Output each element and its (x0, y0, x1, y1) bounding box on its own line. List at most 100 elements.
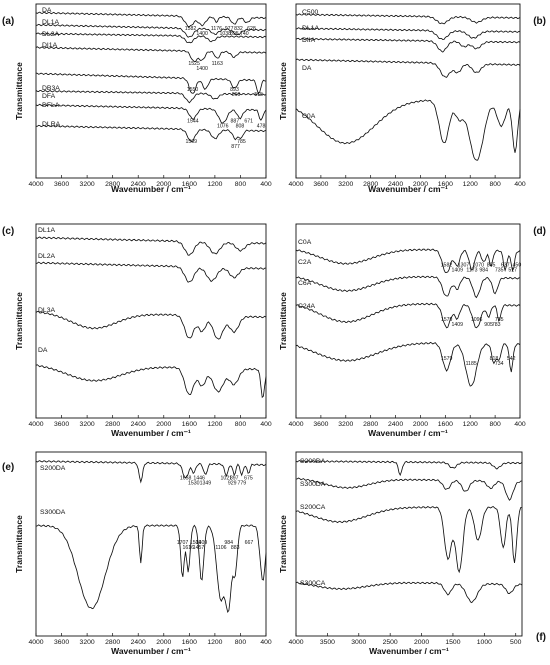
x-tick-label: 4000 (28, 181, 43, 188)
spectrum-trace (35, 311, 267, 340)
peak-label: 977 (225, 26, 234, 32)
x-tick-label: 3600 (54, 639, 69, 646)
series-label: S200DA (40, 465, 66, 472)
y-axis-title: Transmittance (14, 515, 24, 573)
peak-label: 735 (495, 317, 504, 323)
x-tick-label: 3600 (313, 181, 328, 188)
x-axis-title: Wavenumber / cm⁻¹ (368, 428, 448, 438)
x-tick-label: 400 (260, 421, 272, 428)
x-axis-title: Wavenumber / cm⁻¹ (111, 428, 191, 438)
spectrum-trace (35, 364, 267, 399)
spectrum-trace (295, 460, 523, 477)
peak-label: 1307 (458, 263, 470, 269)
series-label: DL2A (38, 253, 55, 260)
x-tick-label: 400 (260, 639, 272, 646)
peak-label: 1544 (187, 118, 199, 124)
series-label: DB3A (42, 85, 60, 92)
peak-label: 1707 (177, 540, 189, 546)
series-label: C0A (302, 113, 316, 120)
peak-label: 984 (224, 540, 233, 546)
x-tick-label: 2000 (156, 181, 171, 188)
peak-label: 1349 (200, 481, 212, 487)
series-label: DL1A (38, 227, 55, 234)
x-tick-label: 3500 (320, 639, 335, 646)
x-tick-label: 3600 (313, 421, 328, 428)
panel-3: 4000 3600 3200 2800 2400 2000 1600 1200 800 400 Wa… (278, 223, 546, 438)
x-tick-label: 2800 (363, 421, 378, 428)
x-tick-label: 2400 (131, 181, 146, 188)
series-label: C24A (298, 303, 315, 310)
x-axis-title: Wavenumber / cm⁻¹ (111, 646, 191, 656)
spectrum-trace (295, 99, 521, 161)
peak-label: 1400 (196, 66, 208, 72)
panel-tag: (a) (2, 16, 14, 27)
spectrum-trace (295, 58, 521, 78)
peak-label: 1185 (466, 361, 477, 367)
series-label: C2A (298, 259, 312, 266)
x-tick-label: 2000 (413, 421, 428, 428)
peak-label: 897 (230, 476, 239, 482)
peak-label: 1501 (190, 540, 202, 546)
spectrum-trace (35, 460, 267, 484)
series-label: DA (302, 65, 312, 72)
peak-label: 783 (492, 322, 501, 328)
spectrum-trace (35, 11, 267, 28)
peak-label: 637 (501, 263, 510, 269)
peak-label: 1096 (471, 317, 483, 323)
spectrum-trace (36, 124, 267, 143)
series-label: S200DA (300, 458, 326, 465)
series-label: DL1A (42, 19, 59, 26)
plot-frame (35, 451, 267, 637)
y-axis-title: Transmittance (278, 62, 288, 120)
plot-frame (295, 223, 521, 419)
x-tick-label: 800 (235, 639, 247, 646)
spectrum-trace (295, 13, 521, 25)
x-tick-label: 2400 (388, 181, 403, 188)
series-label: DIIA (302, 37, 316, 44)
x-tick-label: 4000 (288, 181, 303, 188)
peak-label: 667 (245, 540, 254, 546)
peak-label: 1582 (185, 26, 197, 32)
x-tick-label: 1200 (463, 421, 478, 428)
peak-label: 517 (508, 268, 517, 274)
x-tick-label: 400 (260, 181, 272, 188)
x-tick-label: 2800 (105, 639, 120, 646)
y-axis-title: Transmittance (278, 515, 288, 573)
peak-label: 1400 (196, 31, 208, 37)
peak-label: 984 (479, 268, 488, 274)
spectrum-trace (35, 261, 267, 283)
series-label: C500 (302, 9, 318, 16)
x-tick-label: 1600 (182, 181, 197, 188)
peak-label: 735 (495, 268, 504, 274)
x-tick-label: 2400 (388, 421, 403, 428)
series-label: C6A (298, 280, 312, 287)
peak-label: 734 (495, 361, 504, 367)
peak-label: 515 (254, 92, 263, 98)
series-label: S300CA (300, 580, 326, 587)
peak-label: 1173 (466, 268, 477, 274)
x-tick-label: 2400 (131, 639, 146, 646)
x-tick-label: 1600 (438, 421, 453, 428)
spectrum-trace (295, 248, 521, 273)
peak-label: 1579 (441, 356, 453, 362)
series-label: DFLA (42, 102, 60, 109)
peak-label: 779 (237, 481, 246, 487)
peak-label: 1106 (215, 545, 226, 551)
peak-label: 1038 (219, 31, 231, 37)
peak-label: 1579 (441, 317, 453, 323)
peak-label: 1021 (221, 476, 233, 482)
x-tick-label: 4000 (288, 639, 303, 646)
series-label: DL3A (38, 307, 55, 314)
plot-frame (35, 3, 267, 179)
peak-label: 893 (230, 87, 239, 93)
peak-label: 865 (487, 263, 496, 269)
peak-label: 1569 (186, 139, 198, 145)
peak-label: 478 (257, 123, 266, 129)
spectrum-trace (35, 23, 267, 38)
peak-label: 1616 (183, 545, 195, 551)
spectrum-trace (295, 505, 522, 574)
spectrum-trace (295, 341, 521, 387)
x-axis-title: Wavenumber / cm⁻¹ (111, 184, 191, 194)
x-tick-label: 1600 (182, 421, 197, 428)
